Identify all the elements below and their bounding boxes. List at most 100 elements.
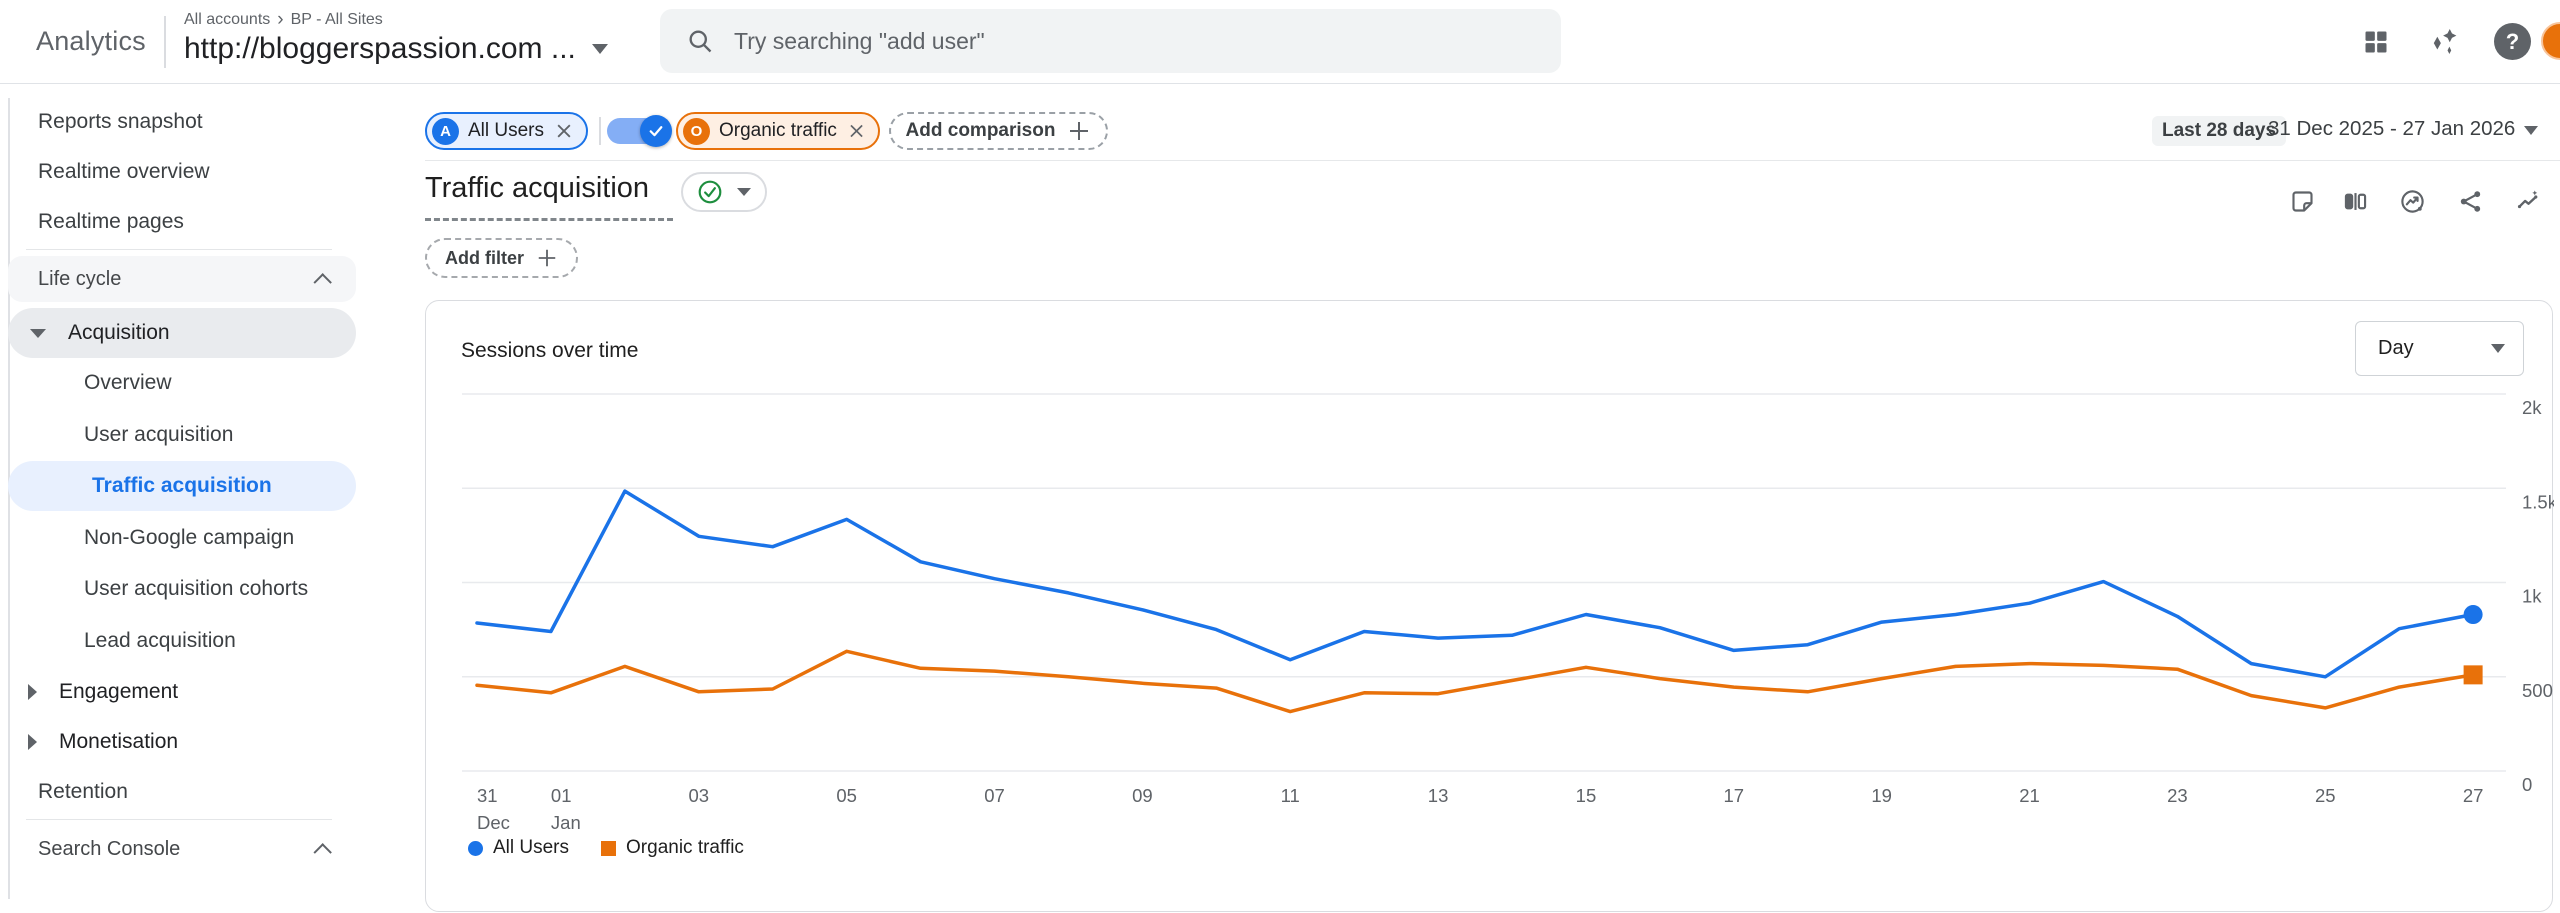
toggle-thumb — [640, 115, 672, 147]
series-line-all-users[interactable] — [475, 489, 2475, 679]
report-status-dropdown[interactable] — [681, 172, 767, 212]
app-header: Analytics All accounts › BP - All Sites … — [0, 0, 2560, 84]
gemini-sparkle-icon[interactable] — [2426, 24, 2460, 58]
comparison-chip-organic-traffic[interactable]: O Organic traffic — [676, 112, 880, 150]
date-preset-badge: Last 28 days — [2152, 116, 2287, 146]
sidebar-divider — [26, 819, 332, 820]
sidebar-item-label: Lead acquisition — [84, 628, 236, 652]
sidebar-item-engagement[interactable]: Engagement — [0, 667, 356, 717]
series-end-marker — [2463, 665, 2483, 685]
apps-grid-icon[interactable] — [2362, 28, 2390, 56]
sidebar-item-acquisition[interactable]: Acquisition — [8, 308, 356, 358]
sidebar-item-user-acquisition-cohorts[interactable]: User acquisition cohorts — [0, 564, 356, 614]
x-axis-tick-label: 13 — [1428, 785, 1449, 806]
share-icon[interactable] — [2457, 188, 2484, 215]
insights-circle-icon[interactable] — [2399, 188, 2426, 215]
x-axis-tick-label: 03 — [689, 785, 710, 806]
sidebar-item-label: Overview — [84, 371, 172, 394]
x-axis-tick-label: 05 — [836, 785, 857, 806]
sidebar-item-search-console[interactable]: Search Console — [0, 826, 356, 872]
sidebar-item-lead-acquisition[interactable]: Lead acquisition — [0, 616, 356, 666]
report-nav-sidebar: Reports snapshot Realtime overview Realtim… — [0, 84, 420, 899]
sidebar-item-realtime-pages[interactable]: Realtime pages — [0, 197, 356, 247]
note-icon[interactable] — [2289, 188, 2316, 215]
section-divider — [425, 160, 2560, 161]
sidebar-item-label: Traffic acquisition — [92, 474, 272, 497]
sessions-line-chart[interactable]: 0 500 1k 1.5k 2k 31 Dec 01 Jan 03 05 07 09 11 13 15 17 19… — [426, 301, 2554, 913]
date-range-picker[interactable]: 31 Dec 2025 - 27 Jan 2026 — [2268, 117, 2516, 140]
granularity-select[interactable]: Day — [2355, 321, 2524, 376]
x-axis-tick-sublabel: Jan — [551, 812, 581, 833]
sidebar-item-label: Non-Google campaign — [84, 525, 295, 549]
user-avatar[interactable] — [2541, 22, 2560, 60]
check-circle-icon — [698, 180, 722, 204]
search-input[interactable]: Try searching "add user" — [660, 9, 1561, 73]
x-axis-tick-label: 01 — [551, 785, 572, 806]
sidebar-item-label: User acquisition cohorts — [84, 577, 309, 600]
x-axis-tick-label: 31 — [477, 785, 498, 806]
organic-badge: O — [683, 117, 710, 145]
sidebar-item-monetisation[interactable]: Monetisation — [0, 717, 356, 767]
sidebar-item-user-acquisition[interactable]: User acquisition — [0, 410, 356, 460]
sidebar-item-label: User acquisition — [84, 422, 234, 446]
breadcrumb-all-accounts[interactable]: All accounts — [184, 11, 271, 28]
chart-title: Sessions over time — [461, 339, 639, 362]
ai-insights-icon[interactable] — [2515, 188, 2542, 215]
sidebar-item-overview[interactable]: Overview — [0, 358, 356, 408]
property-selector[interactable]: http://bloggerspassion.com ... — [184, 32, 608, 66]
legend-swatch — [601, 840, 617, 856]
sidebar-item-life-cycle[interactable]: Life cycle — [8, 256, 356, 302]
help-icon[interactable]: ? — [2494, 23, 2531, 60]
legend-swatch — [468, 840, 483, 856]
sidebar-scrollbar[interactable] — [8, 98, 10, 899]
comparison-panels-icon[interactable] — [2342, 188, 2369, 215]
chart-legend: All Users Organic traffic — [468, 837, 744, 859]
add-comparison-button[interactable]: Add comparison — [889, 112, 1108, 150]
x-axis-tick-label: 15 — [1576, 785, 1597, 806]
header-divider — [164, 16, 166, 68]
property-name: http://bloggerspassion.com ... — [184, 32, 576, 65]
sessions-over-time-card: Sessions over time Day 0 500 1k 1.5k 2k 31 Dec… — [425, 300, 2554, 913]
chevron-down-icon[interactable] — [30, 328, 46, 338]
sidebar-item-label: Monetisation — [59, 730, 179, 753]
chevron-down-icon[interactable] — [2524, 126, 2538, 135]
title-dashed-underline — [425, 218, 673, 221]
sidebar-item-label: Realtime overview — [38, 160, 210, 183]
x-axis-tick-label: 19 — [1871, 785, 1892, 806]
breadcrumb-account[interactable]: BP - All Sites — [290, 11, 383, 28]
comparison-chip-all-users[interactable]: A All Users — [425, 112, 588, 150]
sidebar-item-realtime-overview[interactable]: Realtime overview — [0, 147, 356, 197]
collapse-icon[interactable] — [313, 842, 332, 862]
x-axis-tick-label: 23 — [2167, 785, 2188, 806]
x-axis-tick-label: 09 — [1132, 785, 1153, 806]
x-axis-tick-label: 25 — [2315, 785, 2336, 806]
sidebar-item-retention[interactable]: Retention — [0, 767, 356, 817]
sidebar-item-traffic-acquisition[interactable]: Traffic acquisition — [8, 461, 356, 511]
page-title[interactable]: Traffic acquisition — [425, 172, 650, 204]
analytics-logo: Analytics — [36, 26, 146, 56]
comparison-toggle[interactable] — [607, 115, 672, 147]
series-end-marker — [2463, 605, 2483, 625]
sidebar-item-non-google-campaign[interactable]: Non-Google campaign — [0, 513, 356, 563]
chevron-down-icon — [2491, 344, 2505, 353]
collapse-icon[interactable] — [313, 272, 332, 292]
breadcrumb: All accounts › BP - All Sites — [184, 10, 383, 29]
chip-divider — [599, 117, 601, 145]
search-placeholder: Try searching "add user" — [734, 27, 985, 54]
add-filter-button[interactable]: Add filter — [425, 238, 578, 278]
chevron-right-icon[interactable] — [28, 734, 37, 750]
x-axis-tick-sublabel: Dec — [477, 812, 510, 833]
y-axis-tick-label: 2k — [2522, 397, 2542, 418]
close-icon[interactable] — [847, 121, 866, 141]
series-line-organic-traffic[interactable] — [475, 649, 2475, 714]
chevron-right-icon[interactable] — [28, 684, 37, 700]
sidebar-item-label: Acquisition — [68, 321, 170, 344]
check-icon — [649, 126, 663, 137]
sidebar-item-label: Search Console — [38, 837, 181, 860]
close-icon[interactable] — [554, 121, 574, 141]
sidebar-item-reports-snapshot[interactable]: Reports snapshot — [0, 97, 356, 147]
y-axis-tick-label: 500 — [2522, 680, 2553, 701]
sidebar-item-label: Realtime pages — [38, 210, 184, 233]
plus-icon — [538, 249, 556, 267]
